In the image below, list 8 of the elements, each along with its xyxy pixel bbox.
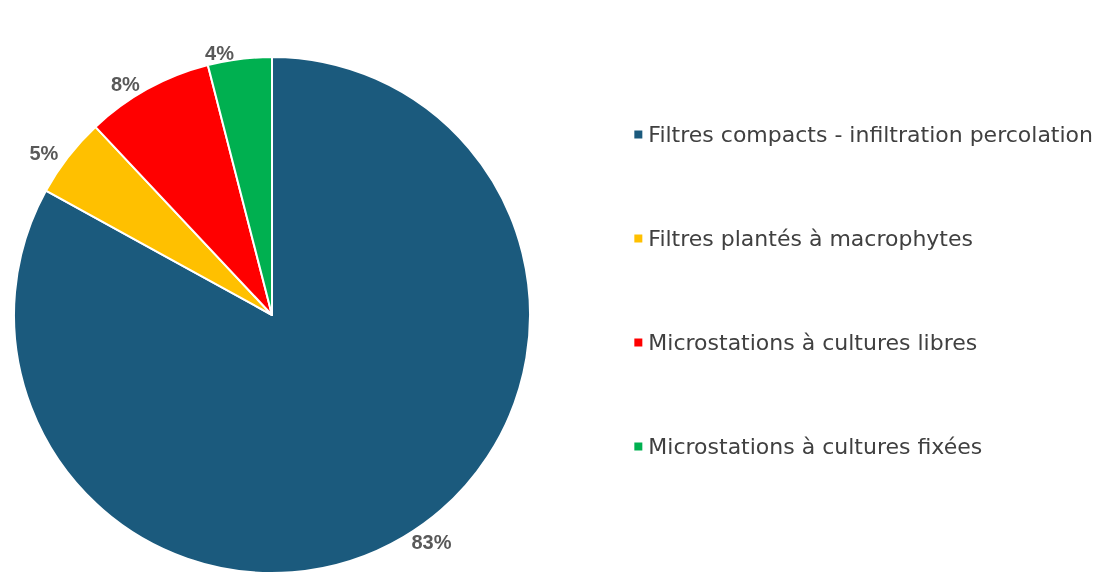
legend-label: Filtres compacts - infiltration percolation bbox=[648, 122, 1094, 147]
data-label: 8% bbox=[110, 72, 141, 95]
data-label: 83% bbox=[411, 531, 452, 554]
legend-label: Microstations à cultures libres bbox=[648, 330, 978, 355]
data-label: 4% bbox=[205, 42, 235, 65]
legend-label: Filtres plantés à macrophytes bbox=[648, 226, 973, 251]
legend-label: Microstations à cultures fixées bbox=[648, 434, 983, 459]
data-label: 5% bbox=[29, 142, 59, 165]
